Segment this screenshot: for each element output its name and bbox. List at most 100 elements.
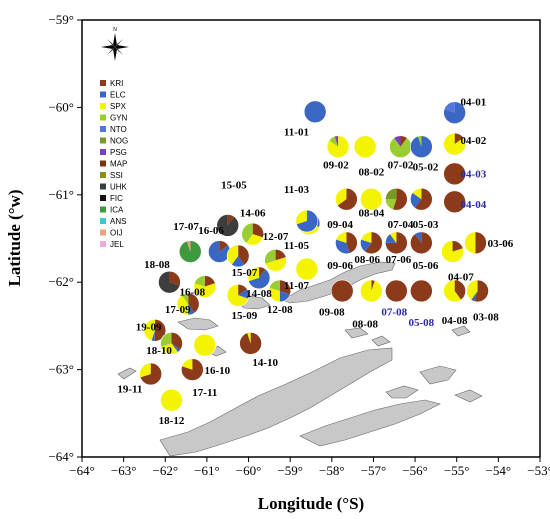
legend-label-elc: ELC [110,91,126,100]
pie-slice [265,256,287,272]
pie-slice [269,279,280,291]
station-pie-04-07 [441,240,464,263]
pie-slice [441,240,464,263]
pie-slice [346,231,358,254]
station-pie-04-02 [443,132,466,156]
station-label-16-06: 16-06 [198,225,224,237]
station-pie-19-09 [143,318,167,342]
station-label-12-07: 12-07 [263,231,289,243]
y-tick-label: −64° [48,449,74,464]
legend-label-jel: JEL [110,240,124,249]
pie-slice [389,137,412,158]
y-tick-label: −60° [48,99,74,114]
pie-slice [452,240,464,252]
station-pie-15-09 [226,284,250,307]
station-pie-19-11 [139,362,162,386]
pie-slice [216,214,239,237]
station-pie-05-03 [410,187,433,211]
pie-slice [360,231,372,243]
legend-label-ssi: SSI [110,171,123,180]
station-label-09-02: 09-02 [323,160,349,172]
pie-slice [139,362,151,378]
pie-slice [464,231,476,254]
station-label-19-11: 19-11 [117,383,142,395]
pie-slice [389,231,397,243]
y-tick-label: −63° [48,362,74,377]
pie-outline [247,266,271,290]
legend-swatch-nto [100,126,106,132]
station-pie-08-04 [360,187,383,211]
pie-slice [360,239,372,252]
station-label-17-11: 17-11 [192,387,217,399]
station-pie-15-07 [226,244,250,268]
pie-outline [143,318,167,342]
pie-slice [334,135,339,147]
land-peninsula-4 [385,385,419,399]
pie-outline [181,358,204,381]
pie-outline [410,231,433,255]
pie-slice [154,319,166,342]
station-label-11-03: 11-03 [284,184,310,196]
legend-label-map: MAP [110,160,127,169]
pie-slice [246,234,264,246]
legend-label-nog: NOG [110,137,128,146]
pie-slice [296,210,318,233]
station-label-09-04: 09-04 [327,219,353,231]
station-pie-18-10 [160,332,183,355]
pie-slice [454,279,466,300]
pie-slice [412,188,422,200]
pie-slice [247,332,251,344]
station-pie-18-08 [158,270,181,294]
station-pie-17-11 [181,358,204,381]
station-pie-14-10 [239,332,262,355]
land-smith [117,367,137,380]
station-pie-04-08 [443,279,466,303]
legend-swatch-gyn [100,114,106,121]
pie-outline [330,279,354,303]
pie-slice [385,188,397,200]
station-pie-14-06 [241,222,265,246]
legend-swatch-kri [100,80,106,86]
station-pie-17-09 [176,292,200,316]
land-peninsula-1 [159,347,393,457]
station-label-04-08: 04-08 [442,315,468,327]
pie-slice [219,240,229,252]
station-pie-05-02 [410,135,433,159]
pie-outline [464,231,487,255]
pie-outline [216,214,240,237]
station-label-05-03: 05-03 [413,219,439,231]
legend-swatch-uhk [100,183,106,190]
pie-slice [410,279,433,302]
pie-slice [181,293,189,305]
pie-slice [241,223,253,244]
pie-slice [179,240,202,263]
pie-slice [444,101,455,113]
pie-slice [177,295,189,316]
station-pie-09-06 [335,231,358,255]
pie-slice [275,249,287,261]
legend-label-gyn: GYN [110,114,128,123]
pie-outline [443,101,466,124]
station-pie-12-07 [264,249,287,272]
legend-label-oij: OIJ [110,229,122,238]
pie-slice [258,266,266,278]
pie-outline [160,332,183,355]
station-pie-09-04 [335,187,358,211]
x-tick-label: −54° [486,463,512,478]
x-tick-label: −59° [277,463,303,478]
pie-slice [417,135,422,147]
station-label-15-09: 15-09 [232,310,258,322]
legend-label-nto: NTO [110,125,127,134]
legend-swatch-spx [100,103,106,109]
pie-slice [279,290,291,302]
pie-slice [471,290,478,302]
x-tick-label: −57° [361,463,387,478]
x-tick-label: −56° [402,463,428,478]
station-pie-07-02 [389,135,412,159]
pie-slice [327,135,350,158]
station-label-11-01: 11-01 [284,126,309,138]
station-pie-05-08 [410,279,433,303]
station-label-15-05: 15-05 [221,180,247,192]
pie-outline [360,279,383,303]
pie-slice [385,233,397,243]
